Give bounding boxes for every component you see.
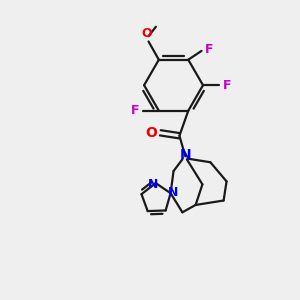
Text: N: N bbox=[179, 148, 191, 163]
Text: F: F bbox=[223, 79, 231, 92]
Text: O: O bbox=[145, 126, 157, 140]
Text: O: O bbox=[142, 27, 152, 40]
Text: F: F bbox=[205, 43, 214, 56]
Text: N: N bbox=[148, 178, 158, 191]
Text: N: N bbox=[168, 186, 179, 199]
Text: F: F bbox=[130, 104, 139, 117]
